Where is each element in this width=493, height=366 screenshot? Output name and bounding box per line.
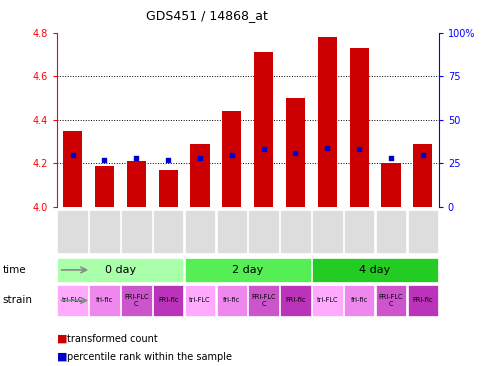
Point — [132, 155, 140, 161]
FancyBboxPatch shape — [376, 285, 406, 315]
Point — [419, 152, 427, 157]
FancyBboxPatch shape — [280, 209, 311, 253]
Bar — [382, 163, 400, 207]
FancyBboxPatch shape — [89, 209, 120, 253]
Text: FRI-flc: FRI-flc — [413, 298, 433, 303]
FancyBboxPatch shape — [408, 209, 438, 253]
Text: strain: strain — [2, 295, 33, 306]
Bar — [95, 165, 114, 207]
Point — [323, 145, 331, 150]
FancyBboxPatch shape — [408, 285, 438, 315]
Text: transformed count: transformed count — [67, 333, 157, 344]
FancyBboxPatch shape — [344, 209, 375, 253]
FancyBboxPatch shape — [185, 285, 215, 315]
Text: ■: ■ — [57, 352, 67, 362]
FancyBboxPatch shape — [248, 209, 279, 253]
FancyBboxPatch shape — [57, 209, 88, 253]
Text: 2 day: 2 day — [232, 265, 263, 275]
Text: percentile rank within the sample: percentile rank within the sample — [67, 352, 232, 362]
Text: FRI-FLC
C: FRI-FLC C — [379, 294, 403, 307]
FancyBboxPatch shape — [121, 285, 151, 315]
Text: fri-flc: fri-flc — [96, 298, 113, 303]
Point — [196, 155, 204, 161]
FancyBboxPatch shape — [185, 258, 311, 282]
Bar — [190, 144, 210, 207]
Text: time: time — [2, 265, 26, 275]
Text: 0 day: 0 day — [105, 265, 136, 275]
Bar — [159, 170, 177, 207]
Point — [101, 157, 108, 163]
FancyBboxPatch shape — [57, 258, 183, 282]
Bar — [413, 144, 432, 207]
Text: tri-FLC: tri-FLC — [317, 298, 338, 303]
Bar — [350, 48, 369, 207]
Text: FRI-flc: FRI-flc — [285, 298, 306, 303]
Text: 4 day: 4 day — [359, 265, 391, 275]
Bar — [222, 111, 242, 207]
Text: ■: ■ — [57, 333, 67, 344]
FancyBboxPatch shape — [248, 285, 279, 315]
Text: FRI-FLC
C: FRI-FLC C — [251, 294, 276, 307]
Bar — [254, 52, 273, 207]
FancyBboxPatch shape — [312, 209, 343, 253]
Point — [164, 157, 172, 163]
Text: FRI-flc: FRI-flc — [158, 298, 178, 303]
Bar — [286, 98, 305, 207]
Point — [69, 152, 76, 157]
FancyBboxPatch shape — [344, 285, 375, 315]
FancyBboxPatch shape — [312, 285, 343, 315]
FancyBboxPatch shape — [216, 285, 247, 315]
Text: fri-flc: fri-flc — [351, 298, 368, 303]
Text: fri-flc: fri-flc — [223, 298, 241, 303]
Bar — [127, 161, 146, 207]
FancyBboxPatch shape — [121, 209, 151, 253]
Point — [387, 155, 395, 161]
Text: FRI-FLC
C: FRI-FLC C — [124, 294, 148, 307]
Point — [228, 152, 236, 157]
Bar — [63, 131, 82, 207]
FancyBboxPatch shape — [57, 285, 88, 315]
Text: tri-FLC: tri-FLC — [189, 298, 211, 303]
Bar — [318, 37, 337, 207]
Text: GDS451 / 14868_at: GDS451 / 14868_at — [146, 9, 268, 22]
FancyBboxPatch shape — [280, 285, 311, 315]
FancyBboxPatch shape — [89, 285, 120, 315]
FancyBboxPatch shape — [153, 285, 183, 315]
FancyBboxPatch shape — [153, 209, 183, 253]
Point — [260, 146, 268, 152]
Point — [291, 150, 299, 156]
FancyBboxPatch shape — [376, 209, 406, 253]
Point — [355, 146, 363, 152]
Text: tri-FLC: tri-FLC — [62, 298, 83, 303]
FancyBboxPatch shape — [216, 209, 247, 253]
FancyBboxPatch shape — [185, 209, 215, 253]
FancyBboxPatch shape — [312, 258, 438, 282]
